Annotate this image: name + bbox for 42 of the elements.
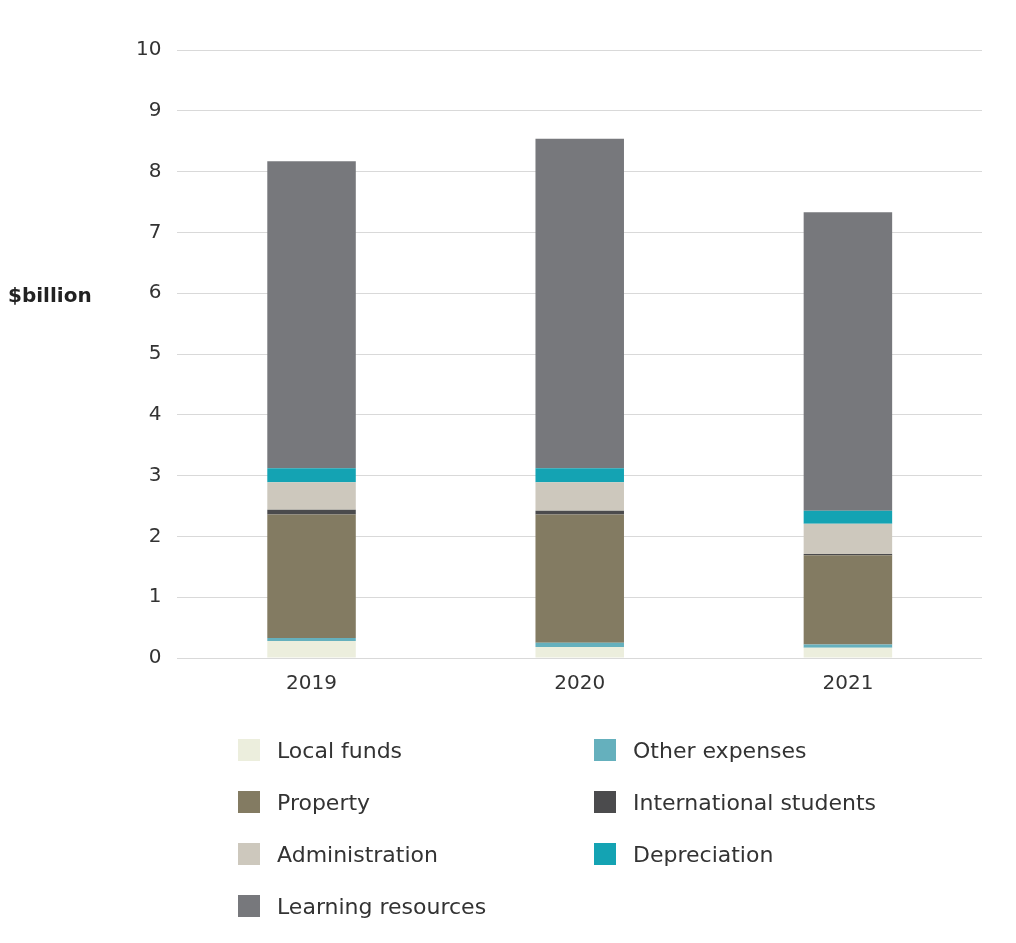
bar xyxy=(535,510,624,515)
legend-label: Property xyxy=(277,789,371,815)
bar xyxy=(267,482,356,510)
legend-label: Other expenses xyxy=(633,737,807,763)
legend-label: International students xyxy=(633,789,876,815)
bar xyxy=(535,642,624,648)
bar xyxy=(803,644,893,648)
bar xyxy=(803,212,893,511)
bar xyxy=(535,482,624,511)
legend-label: Administration xyxy=(277,841,438,867)
x-tick-label: 2019 xyxy=(286,670,337,695)
bar xyxy=(267,514,356,638)
bar xyxy=(267,161,356,469)
y-tick-label: 1 xyxy=(148,583,162,608)
bar xyxy=(803,647,893,658)
legend-label: Depreciation xyxy=(633,841,774,867)
bar xyxy=(535,647,624,658)
bar xyxy=(803,555,893,645)
y-tick-label: 7 xyxy=(148,218,162,243)
bar xyxy=(535,468,624,483)
y-tick-label: 4 xyxy=(148,401,162,425)
bar xyxy=(803,523,893,555)
y-tick-label: 10 xyxy=(136,36,162,61)
x-tick-label: 2020 xyxy=(554,670,606,695)
bar xyxy=(803,510,893,524)
y-tick-label: 5 xyxy=(148,340,162,365)
bar xyxy=(535,514,624,643)
bar xyxy=(267,637,356,641)
bar xyxy=(267,468,356,483)
y-tick-label: 8 xyxy=(148,157,162,182)
bar xyxy=(267,640,356,658)
y-tick-label: 6 xyxy=(148,279,162,304)
y-tick-label: 2 xyxy=(148,522,162,547)
legend-label: Learning resources xyxy=(277,893,487,919)
y-tick-label: 0 xyxy=(148,644,162,669)
legend-label: Local funds xyxy=(277,737,403,763)
y-tick-label: 3 xyxy=(148,461,162,486)
bar xyxy=(535,138,624,469)
y-tick-label: 9 xyxy=(148,97,162,121)
y-axis-title: $billion xyxy=(8,283,92,308)
x-tick-label: 2021 xyxy=(822,670,874,695)
bar xyxy=(267,509,356,515)
